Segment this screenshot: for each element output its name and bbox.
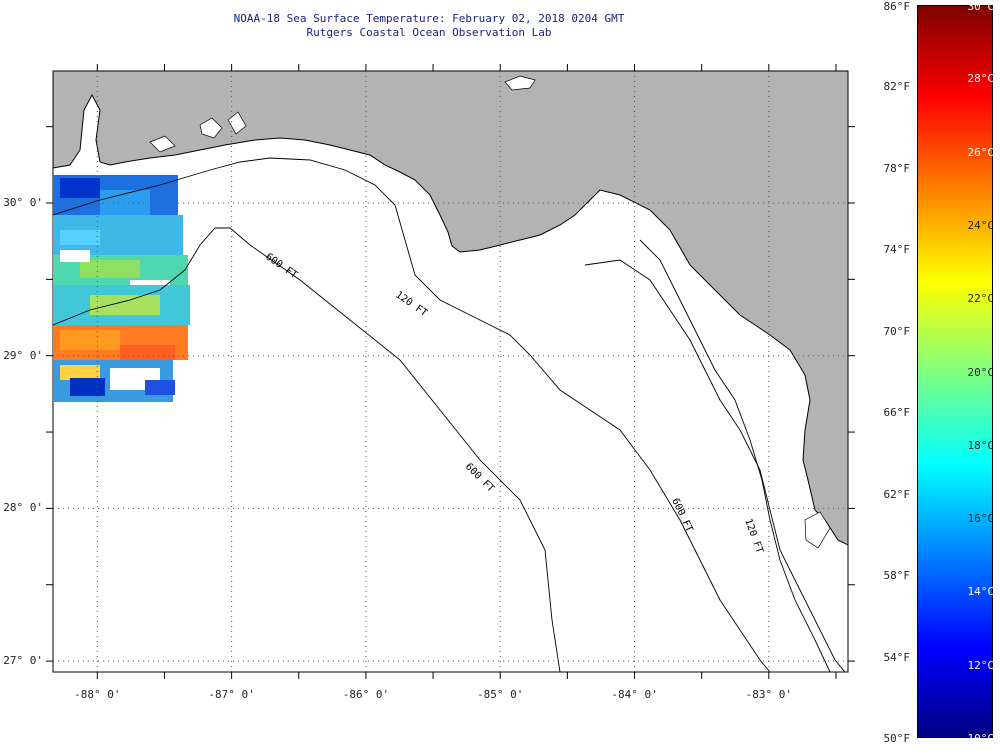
longitude-label: -86° 0' bbox=[342, 688, 390, 701]
contour-120ft-shelf bbox=[53, 157, 771, 672]
latitude-label: 29° 0' bbox=[3, 348, 43, 362]
bay bbox=[149, 135, 176, 153]
colorbar-celsius-label: 10°C bbox=[967, 732, 995, 745]
colorbar-fahrenheit-label: 58°F bbox=[883, 569, 911, 583]
contour-600ft-east bbox=[584, 259, 846, 672]
colorbar-fahrenheit-label: 74°F bbox=[883, 243, 911, 257]
colorbar-fahrenheit-label: 62°F bbox=[883, 487, 911, 501]
latitude-label: 27° 0' bbox=[3, 654, 43, 668]
latitude-label: 28° 0' bbox=[3, 501, 43, 515]
temperature-colorbar bbox=[917, 5, 993, 738]
longitude-label: -87° 0' bbox=[208, 688, 255, 701]
colorbar-fahrenheit-label: 50°F bbox=[883, 732, 911, 745]
colorbar-celsius-label: 14°C bbox=[967, 585, 995, 599]
longitude-label: -85° 0' bbox=[477, 688, 524, 701]
latitude-label: 30° 0' bbox=[3, 196, 43, 209]
longitude-label: -84° 0' bbox=[611, 688, 658, 701]
colorbar-fahrenheit-label: 78°F bbox=[883, 161, 911, 175]
longitude-label: -83° 0' bbox=[745, 688, 792, 701]
lake bbox=[504, 75, 536, 91]
contour-600ft bbox=[53, 227, 561, 672]
bay bbox=[199, 117, 223, 139]
colorbar-celsius-label: 18°C bbox=[967, 438, 995, 452]
colorbar-fahrenheit-label: 82°F bbox=[883, 80, 911, 94]
colorbar-celsius-label: 30°C bbox=[967, 0, 995, 13]
colorbar-fahrenheit-label: 66°F bbox=[883, 406, 911, 420]
colorbar-fahrenheit-label: 54°F bbox=[883, 650, 911, 664]
bay bbox=[227, 111, 247, 135]
colorbar-fahrenheit-label: 86°F bbox=[883, 0, 911, 13]
longitude-label: -88° 0' bbox=[74, 688, 121, 701]
colorbar-celsius-label: 26°C bbox=[967, 145, 995, 159]
colorbar-fahrenheit-label: 70°F bbox=[883, 324, 911, 338]
bay-tampa bbox=[804, 511, 831, 549]
contour-120ft-east bbox=[639, 239, 831, 672]
axis-ticks bbox=[46, 64, 855, 679]
map-title: NOAA-18 Sea Surface Temperature: Februar… bbox=[233, 12, 625, 25]
graticule bbox=[53, 71, 848, 672]
land-mass bbox=[53, 71, 848, 546]
colorbar-celsius-label: 22°C bbox=[967, 292, 995, 306]
colorbar-celsius-label: 16°C bbox=[967, 512, 995, 526]
sst-data-patch bbox=[53, 175, 190, 402]
colorbar-celsius-label: 28°C bbox=[967, 72, 995, 86]
colorbar-celsius-label: 12°C bbox=[967, 658, 995, 672]
colorbar-celsius-label: 20°C bbox=[967, 365, 995, 379]
map-subtitle: Rutgers Coastal Ocean Observation Lab bbox=[306, 26, 552, 39]
colorbar-celsius-label: 24°C bbox=[967, 218, 995, 232]
